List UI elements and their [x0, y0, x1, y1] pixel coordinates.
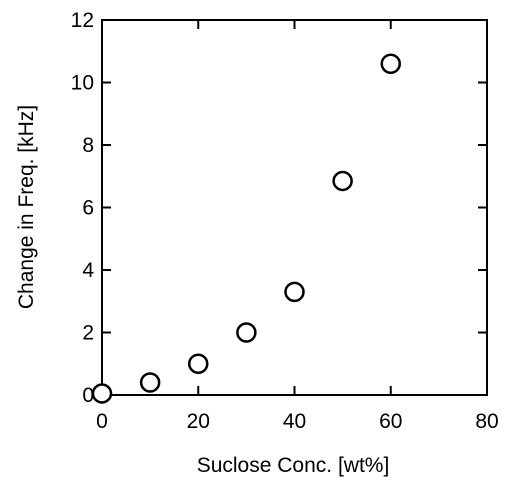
- y-tick-label: 10: [71, 72, 94, 95]
- data-point: [236, 322, 257, 343]
- y-tick-label: 6: [82, 197, 94, 220]
- y-axis-title: Change in Freq. [kHz]: [15, 105, 38, 309]
- y-tick-label: 8: [82, 134, 94, 157]
- plot-frame: [101, 19, 488, 396]
- data-point: [284, 281, 305, 303]
- data-point: [332, 170, 353, 192]
- y-tick-label: 4: [82, 259, 94, 282]
- x-axis-title: Suclose Conc. [wt%]: [197, 454, 390, 477]
- x-tick-label: 20: [187, 410, 210, 433]
- y-tick-label: 2: [82, 322, 94, 345]
- data-point: [188, 353, 209, 374]
- y-axis-ticks: 0 2 4 6 8 10 12: [71, 9, 487, 407]
- x-tick-label: 40: [283, 410, 306, 433]
- y-tick-label: 0: [82, 384, 94, 407]
- data-point: [380, 53, 401, 74]
- x-tick-label: 0: [96, 410, 108, 433]
- data-points: [91, 53, 401, 404]
- x-axis-ticks: 0 20 40 60 80: [96, 20, 499, 433]
- x-tick-label: 80: [475, 410, 498, 433]
- data-point: [91, 383, 113, 404]
- y-tick-label: 12: [71, 9, 94, 32]
- x-tick-label: 60: [379, 410, 402, 433]
- data-point: [139, 372, 161, 393]
